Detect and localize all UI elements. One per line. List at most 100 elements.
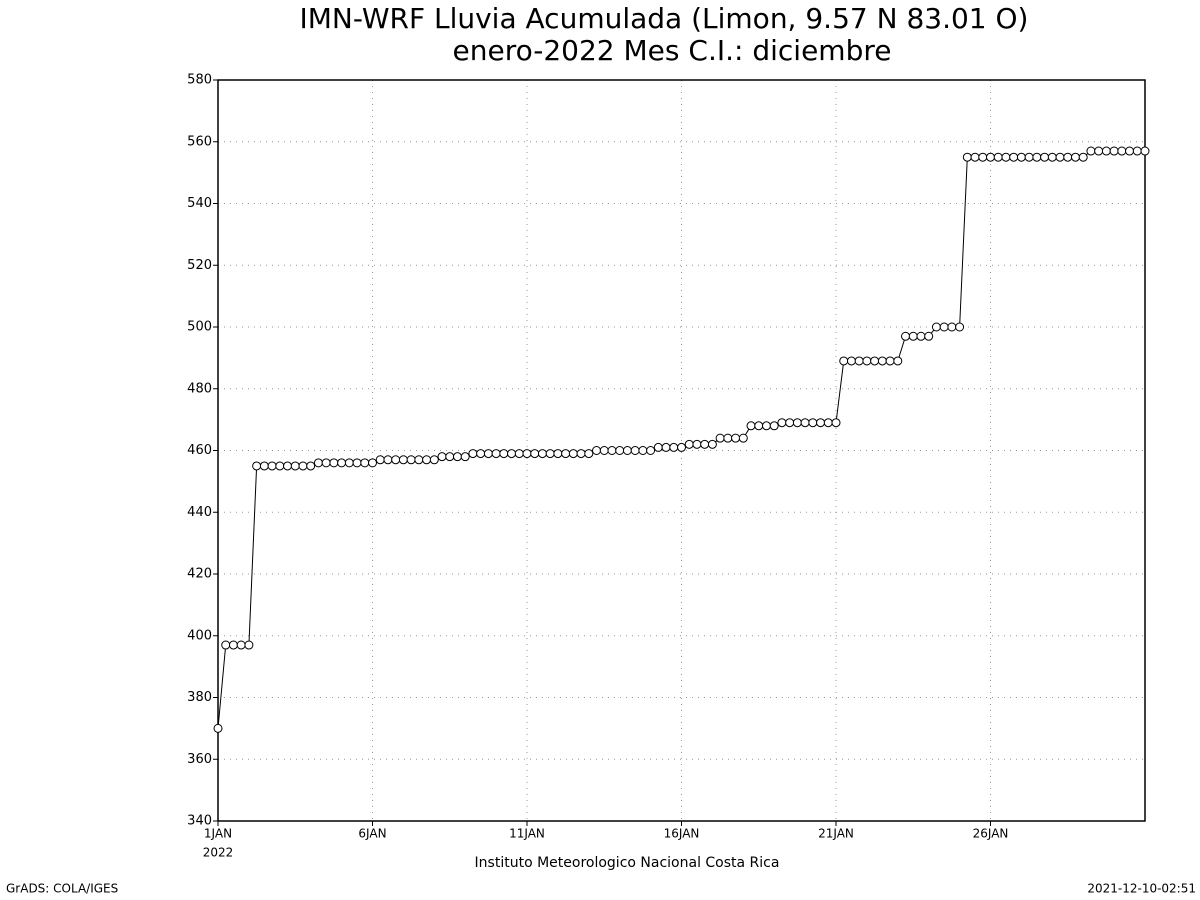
marker xyxy=(986,152,995,162)
marker xyxy=(808,418,818,428)
marker xyxy=(707,439,717,449)
marker xyxy=(893,356,903,366)
marker xyxy=(290,461,300,471)
marker xyxy=(901,331,911,341)
marker xyxy=(599,446,609,455)
marker xyxy=(1047,152,1057,162)
marker xyxy=(669,442,679,452)
marker xyxy=(445,452,455,462)
y-tick-label: 460 xyxy=(187,443,212,458)
marker xyxy=(337,458,347,468)
marker xyxy=(476,449,486,459)
marker xyxy=(723,433,733,443)
marker xyxy=(368,458,377,468)
marker xyxy=(754,421,764,431)
marker xyxy=(259,461,269,471)
marker xyxy=(221,640,231,650)
marker xyxy=(514,449,524,459)
marker xyxy=(1063,152,1073,162)
x-tick-label: 6JAN xyxy=(358,827,386,841)
marker xyxy=(568,449,578,459)
marker xyxy=(452,452,462,462)
marker xyxy=(769,421,779,431)
marker xyxy=(537,449,547,459)
marker xyxy=(313,458,323,468)
marker xyxy=(800,418,810,428)
marker xyxy=(792,418,802,428)
marker xyxy=(499,449,509,459)
marker xyxy=(622,446,632,455)
x-tick-label: 16JAN xyxy=(664,827,700,841)
marker xyxy=(931,322,941,332)
y-tick-label: 400 xyxy=(187,628,212,643)
marker xyxy=(916,331,926,341)
marker xyxy=(846,356,856,366)
marker xyxy=(630,446,640,455)
marker xyxy=(738,433,748,443)
marker xyxy=(607,446,617,455)
marker xyxy=(437,452,447,462)
marker xyxy=(491,449,501,459)
marker xyxy=(576,449,586,459)
marker xyxy=(383,455,393,465)
marker xyxy=(1101,146,1111,156)
marker xyxy=(677,442,686,452)
marker xyxy=(1132,146,1142,156)
marker xyxy=(375,455,385,465)
y-tick-label: 520 xyxy=(187,258,212,273)
marker xyxy=(522,449,532,459)
marker xyxy=(615,446,625,455)
marker xyxy=(908,331,918,341)
y-tick-label: 360 xyxy=(187,752,212,767)
marker xyxy=(684,439,694,449)
marker xyxy=(731,433,741,443)
marker xyxy=(924,331,934,341)
marker xyxy=(275,461,285,471)
marker xyxy=(785,418,795,428)
marker xyxy=(460,452,470,462)
marker xyxy=(1016,152,1026,162)
marker xyxy=(978,152,988,162)
y-tick-label: 580 xyxy=(187,73,212,88)
marker xyxy=(1032,152,1042,162)
marker xyxy=(1009,152,1019,162)
x-tick-label: 1JAN xyxy=(204,827,232,841)
y-tick-label: 560 xyxy=(187,134,212,149)
marker xyxy=(236,640,246,650)
marker xyxy=(429,455,439,465)
y-tick-label: 540 xyxy=(187,196,212,211)
marker xyxy=(306,461,316,471)
marker xyxy=(298,461,308,471)
marker xyxy=(1125,146,1135,156)
x-tick-label: 26JAN xyxy=(973,827,1009,841)
marker xyxy=(854,356,864,366)
y-tick-label: 440 xyxy=(187,505,212,520)
chart-subtitle: enero-2022 Mes C.I.: diciembre xyxy=(453,34,892,67)
marker xyxy=(283,461,293,471)
marker xyxy=(993,152,1003,162)
marker xyxy=(414,455,424,465)
marker xyxy=(947,322,957,332)
marker xyxy=(398,455,408,465)
marker xyxy=(344,458,354,468)
marker xyxy=(468,449,478,459)
marker xyxy=(816,418,826,428)
marker xyxy=(483,449,493,459)
marker xyxy=(321,458,331,468)
marker xyxy=(584,449,594,459)
plot-frame xyxy=(217,79,1146,822)
marker xyxy=(1055,152,1065,162)
marker xyxy=(885,356,895,366)
y-tick-label: 340 xyxy=(187,814,212,829)
year-label: 2022 xyxy=(203,846,234,860)
marker xyxy=(561,449,571,459)
footer-right: 2021-12-10-02:51 xyxy=(1087,882,1196,896)
marker xyxy=(244,640,254,650)
marker xyxy=(1094,146,1104,156)
line xyxy=(217,150,1145,729)
marker xyxy=(406,455,416,465)
marker xyxy=(252,461,262,471)
marker xyxy=(877,356,887,366)
x-axis-label: Instituto Meteorologico Nacional Costa R… xyxy=(475,855,780,871)
